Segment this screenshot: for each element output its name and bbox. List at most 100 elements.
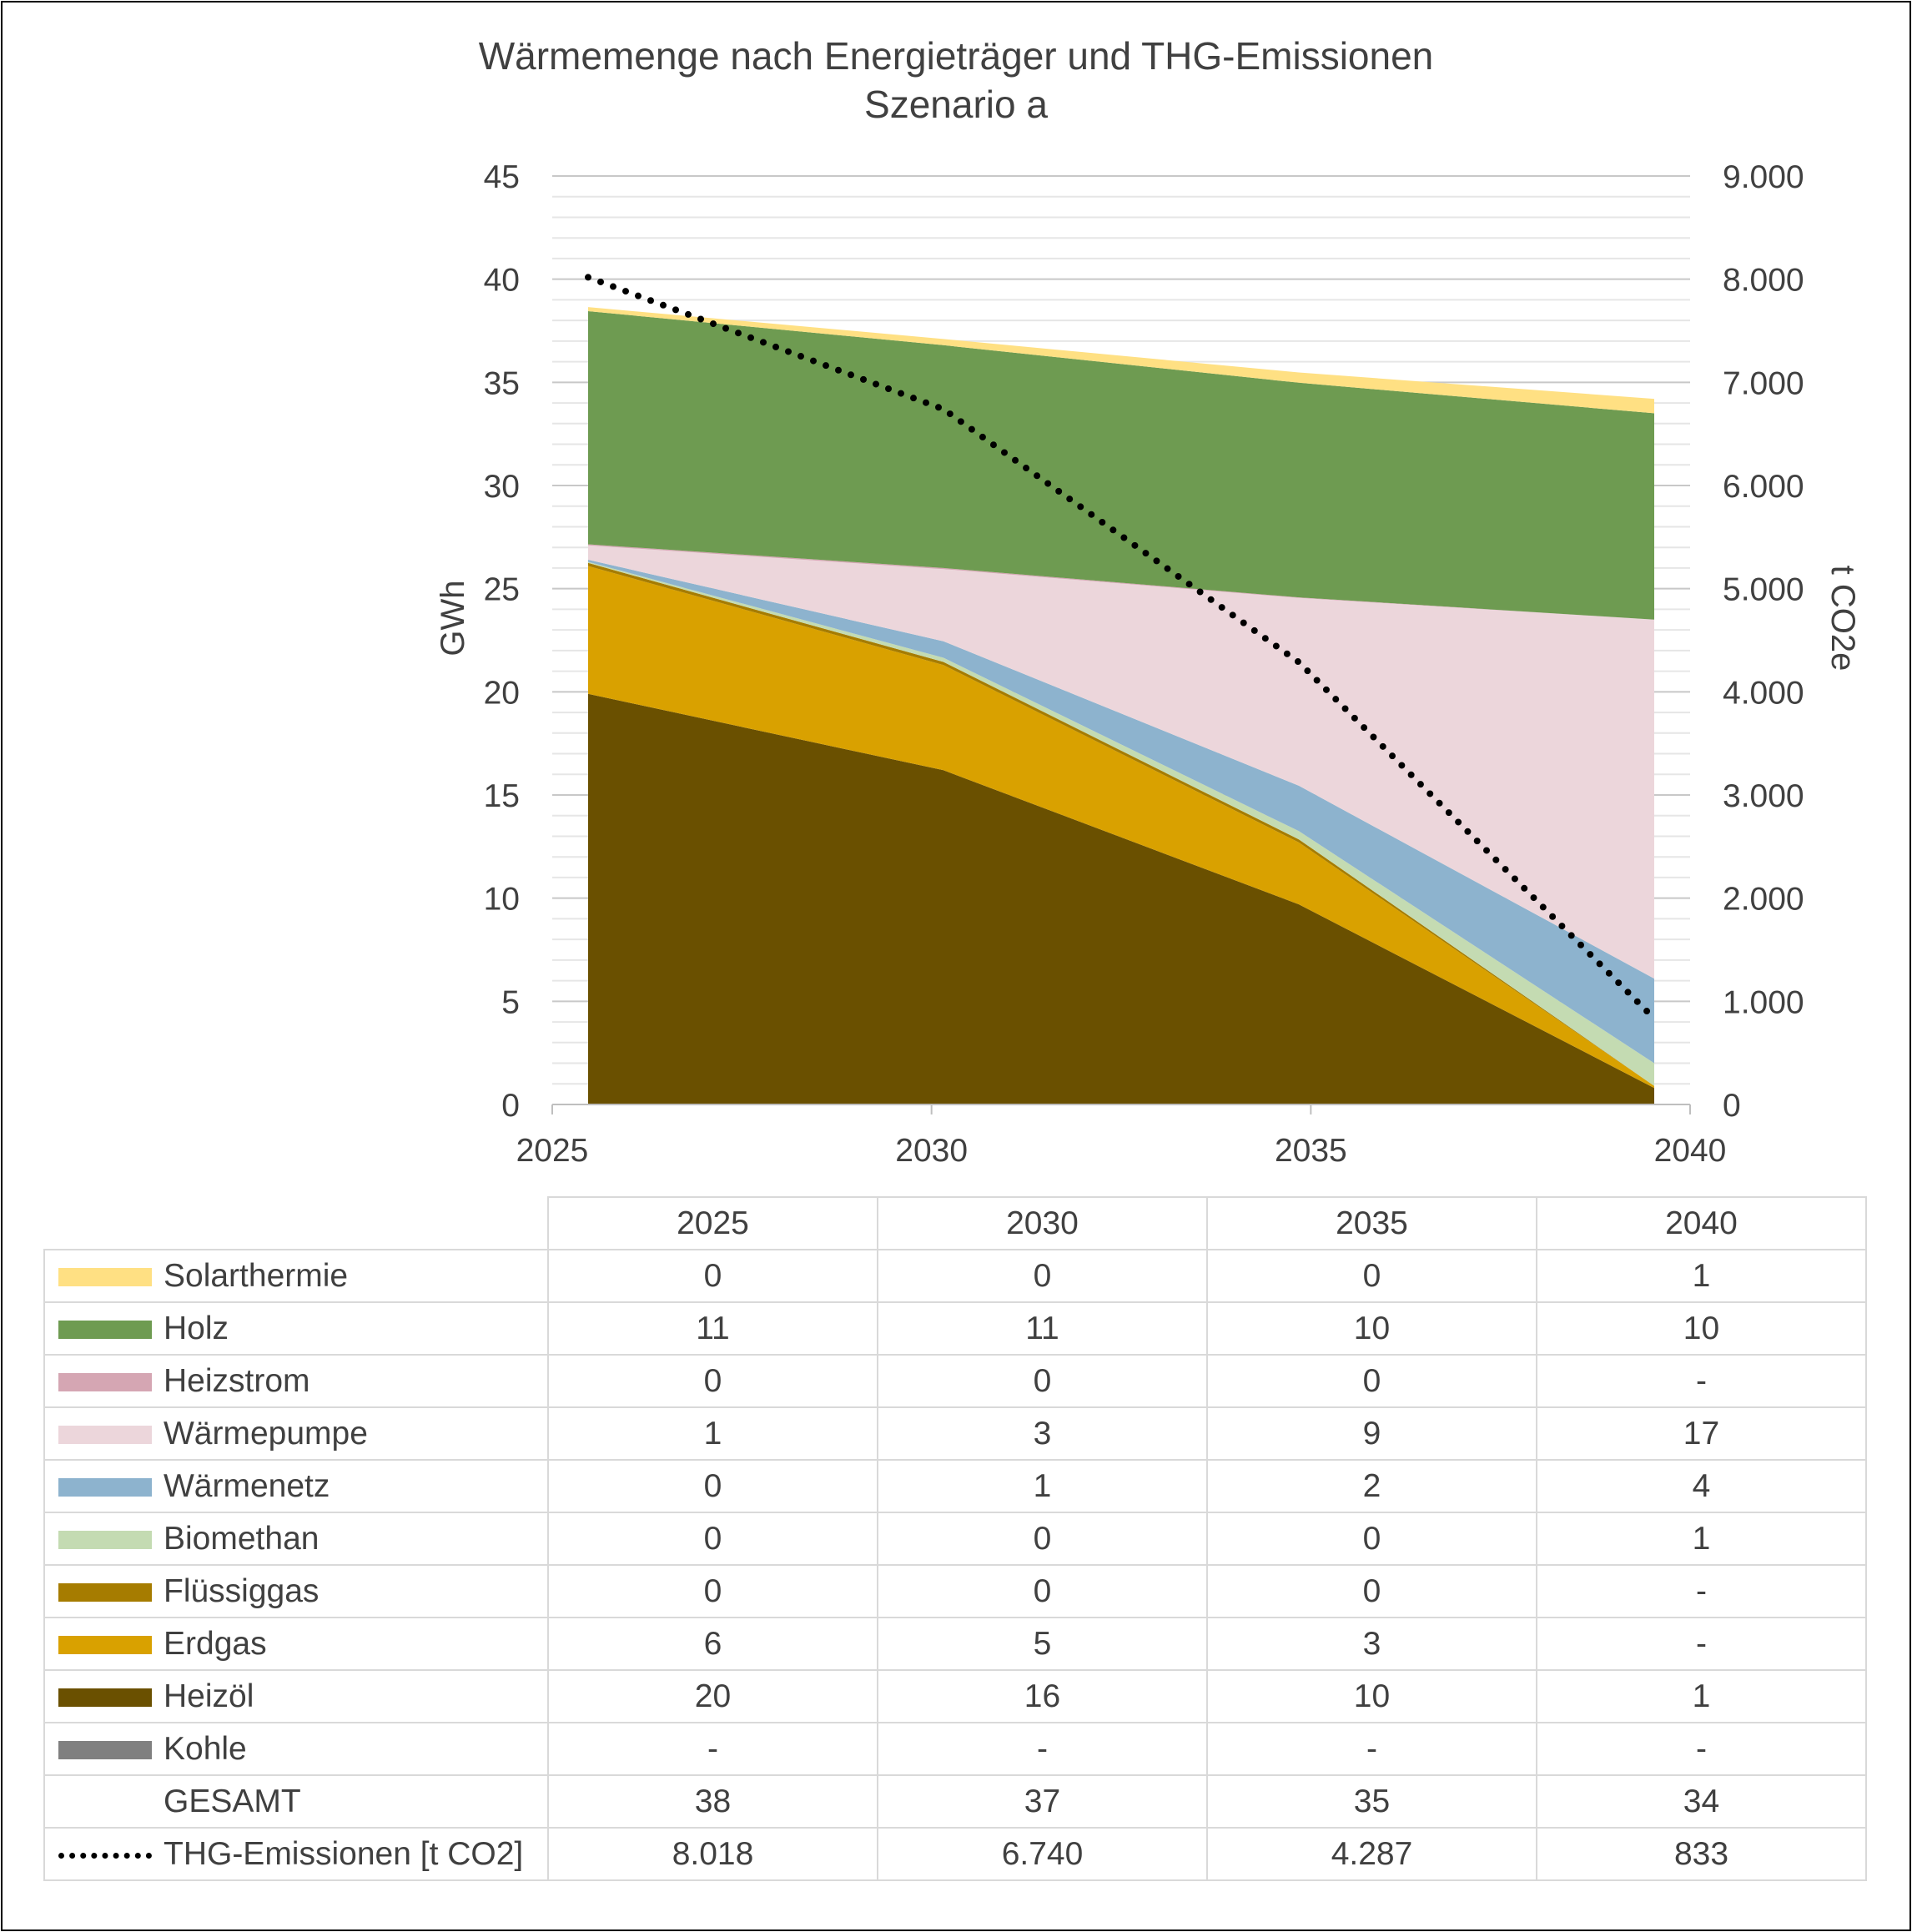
legend-swatch-icon [58,1478,152,1497]
table-row-label: Heizöl [43,1669,549,1723]
table-row: Wärmenetz 0 1 2 4 [43,1459,1867,1513]
table-cell: 0 [877,1512,1208,1566]
legend-label: Flüssiggas [164,1572,320,1609]
area-erdgas [588,566,1654,1089]
table-row-label: Holz [43,1301,549,1356]
table-header-row: 2025 2030 2035 2040 [44,1196,1867,1250]
y-left-tick-label: 5 [501,984,520,1020]
table-cell: 0 [1206,1512,1537,1566]
table-cell: 0 [877,1564,1208,1618]
legend-label: Biomethan [164,1520,320,1557]
legend-swatch-icon [58,1531,152,1550]
table-header-cell: 2030 [877,1196,1208,1250]
table-cell: 1 [547,1406,878,1461]
table-cell: 0 [1206,1249,1537,1303]
y-right-tick-label: 1.000 [1723,984,1804,1020]
legend-swatch-icon [58,1688,152,1708]
y-axis-left-label: GWh [435,580,471,656]
table-cell: 3 [1206,1617,1537,1671]
table-cell: 833 [1536,1827,1867,1881]
table-row-label: THG-Emissionen [t CO2] [43,1827,549,1881]
chart-title: Wärmemenge nach Energieträger und THG-Em… [478,34,1434,78]
table-cell: - [877,1722,1208,1776]
table-cell: 0 [547,1459,878,1513]
table-cell: 34 [1536,1774,1867,1829]
table-cell: 9 [1206,1406,1537,1461]
y-left-tick-label: 35 [484,365,520,401]
table-row: Wärmepumpe 1 3 9 17 [43,1406,1867,1461]
table-cell: 37 [877,1774,1208,1829]
legend-label: THG-Emissionen [t CO2] [164,1835,524,1872]
legend-label: Heizstrom [164,1362,310,1399]
table-row: Kohle - - - - [43,1722,1867,1776]
table-header-cell: 2025 [547,1196,878,1250]
y-left-tick-label: 0 [501,1088,520,1124]
y-right-tick-label: 2.000 [1723,882,1804,918]
legend-label: Holz [164,1310,229,1346]
x-tick-label: 2035 [1275,1133,1347,1169]
x-tick-label: 2040 [1654,1133,1727,1169]
table-cell: 0 [547,1249,878,1303]
table-cell: 0 [1206,1564,1537,1618]
area-solarthermie [588,307,1654,414]
table-row: Solarthermie 0 0 0 1 [43,1249,1867,1303]
y-left-tick-label: 45 [484,159,520,195]
legend-swatch-icon [58,1373,152,1392]
legend-label: Wärmepumpe [164,1415,368,1452]
y-left-tick-label: 15 [484,778,520,814]
table-row-label: Erdgas [43,1617,549,1671]
y-right-tick-label: 6.000 [1723,469,1804,505]
table-cell: 6 [547,1617,878,1671]
y-right-tick-label: 4.000 [1723,675,1804,711]
table-cell: 1 [877,1459,1208,1513]
table-row: Heizstrom 0 0 0- [43,1354,1867,1408]
legend-label: Erdgas [164,1625,267,1662]
data-table: 2025 2030 2035 2040 Solarthermie 0 0 0 1 Holz 11 11… [43,1196,1867,1881]
table-row-label: Solarthermie [43,1249,549,1303]
table-cell: - [547,1722,878,1776]
legend-label: Heizöl [164,1678,254,1714]
table-row-label: Wärmenetz [43,1459,549,1513]
table-cell: 8.018 [547,1827,878,1881]
legend-label: GESAMT [164,1783,301,1819]
table-row: Holz 11 11 10 10 [43,1301,1867,1356]
table-cell: 0 [877,1354,1208,1408]
x-tick-label: 2030 [895,1133,968,1169]
table-row: Flüssiggas 0 0 0- [43,1564,1867,1618]
table-cell: 38 [547,1774,878,1829]
table-cell: 10 [1536,1301,1867,1356]
table-cell: 1 [1536,1512,1867,1566]
table-cell: 1 [1536,1669,1867,1723]
y-left-tick-label: 25 [484,572,520,608]
y-axis-right-label: t CO2e [1824,566,1861,672]
table-cell: 0 [547,1564,878,1618]
legend-label: Kohle [164,1730,247,1767]
table-row-label: Wärmepumpe [43,1406,549,1461]
legend-swatch-icon [58,1636,152,1655]
legend-swatch-icon [58,1268,152,1287]
table-row: THG-Emissionen [t CO2] 8.018 6.740 4.287 833 [43,1827,1867,1881]
table-row: GESAMT 38 37 35 34 [43,1774,1867,1829]
table-cell: 1 [1536,1249,1867,1303]
legend-dotted-line-icon [58,1852,152,1859]
table-cell: 0 [877,1249,1208,1303]
table-cell: - [1536,1564,1867,1618]
table-cell: 3 [877,1406,1208,1461]
table-header-cell: 2040 [1536,1196,1867,1250]
legend-swatch-icon [58,1741,152,1760]
table-cell: 16 [877,1669,1208,1723]
table-cell: 0 [1206,1354,1537,1408]
legend-swatch-icon [58,1426,152,1445]
table-cell: - [1536,1722,1867,1776]
table-cell: 5 [877,1617,1208,1671]
y-right-tick-label: 8.000 [1723,263,1804,299]
table-cell: 0 [547,1354,878,1408]
table-cell: 2 [1206,1459,1537,1513]
table-row-label: Kohle [43,1722,549,1776]
table-cell: 0 [547,1512,878,1566]
area-wärmepumpe [588,545,1654,979]
emissions-line [585,274,1658,1022]
table-cell: - [1536,1617,1867,1671]
table-cell: 10 [1206,1301,1537,1356]
